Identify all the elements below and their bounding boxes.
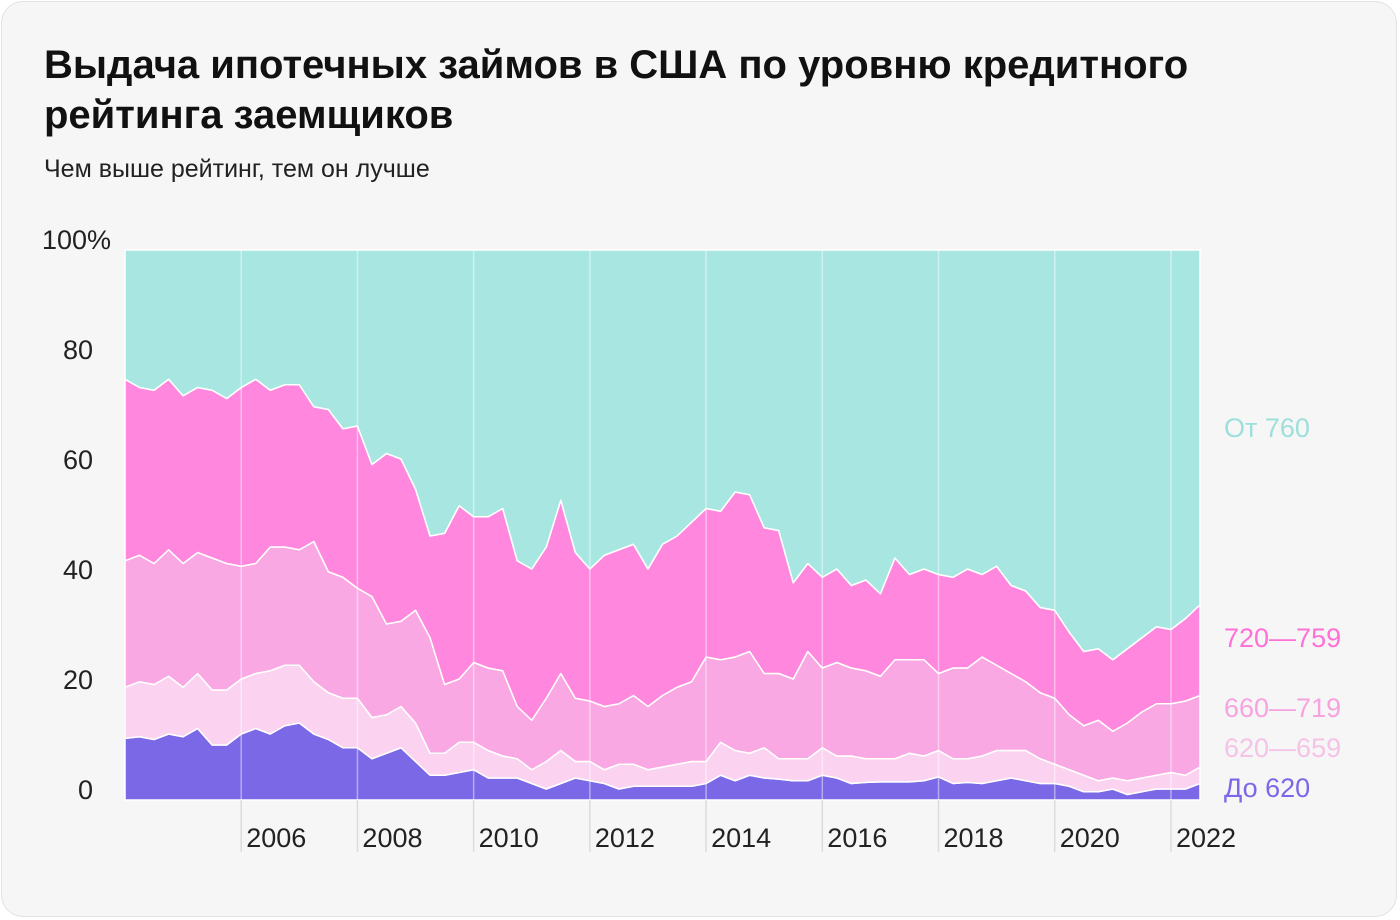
x-tick-label: 2016 [827, 823, 887, 853]
legend-label: 620—659 [1224, 733, 1341, 763]
x-tick-label: 2022 [1176, 823, 1236, 853]
x-tick-label: 2014 [711, 823, 771, 853]
y-tick-label: 20 [63, 665, 93, 695]
x-tick-label: 2008 [362, 823, 422, 853]
y-tick-label: 80 [63, 335, 93, 365]
x-tick-label: 2006 [246, 823, 306, 853]
y-tick-label: 40 [63, 555, 93, 585]
chart-subtitle: Чем выше рейтинг, тем он лучше [44, 155, 430, 183]
x-tick-label: 2018 [944, 823, 1004, 853]
legend-label: До 620 [1224, 773, 1310, 803]
legend-label: От 760 [1224, 413, 1310, 443]
y-tick-label: 0 [78, 775, 93, 805]
x-tick-label: 2010 [479, 823, 539, 853]
area [124, 249, 1201, 661]
x-tick-label: 2012 [595, 823, 655, 853]
chart-title: Выдача ипотечных займов в США по уровню … [44, 43, 1189, 137]
y-tick-label: 100% [42, 225, 111, 255]
x-tick-label: 2020 [1060, 823, 1120, 853]
y-tick-label: 60 [63, 445, 93, 475]
legend-label: 720—759 [1224, 623, 1341, 653]
legend-label: 660—719 [1224, 693, 1341, 723]
